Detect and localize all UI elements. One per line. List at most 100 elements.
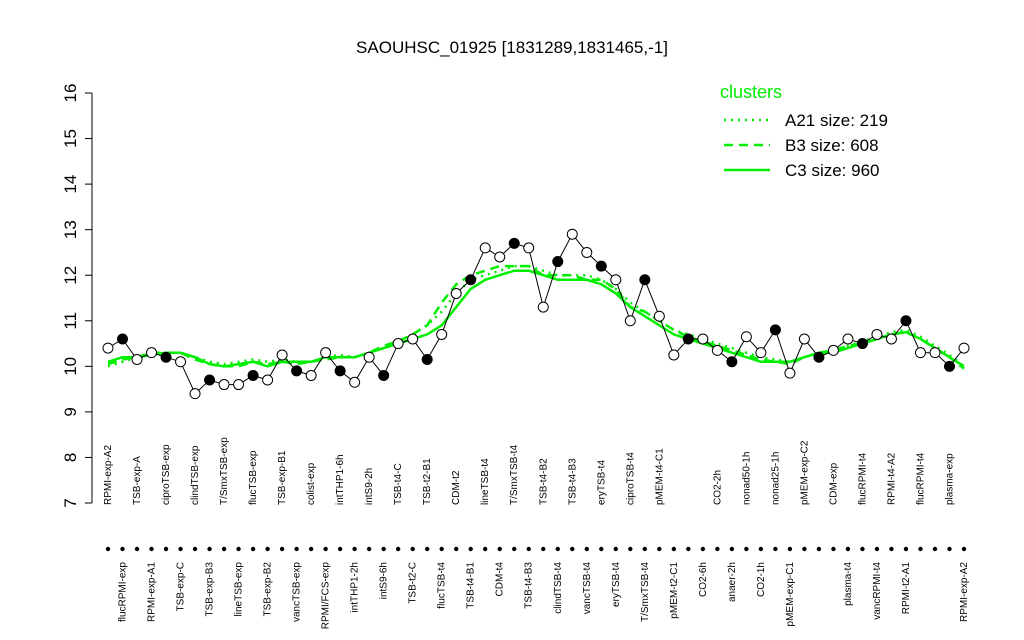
point	[943, 360, 955, 372]
x-tick-label: TSB-t4-B2	[538, 458, 549, 505]
point	[421, 354, 433, 365]
x-tick-label: TSB-t4-B3	[524, 562, 535, 609]
sample-tick	[628, 546, 633, 552]
point	[349, 376, 361, 388]
point	[189, 388, 201, 400]
point	[769, 324, 781, 336]
sample-tick	[483, 546, 488, 552]
point	[523, 242, 535, 254]
x-tick-label: colist-exp	[306, 462, 317, 505]
point	[131, 354, 143, 365]
sample-tick	[961, 546, 967, 552]
y-tick-label: 13	[61, 220, 80, 239]
point	[566, 228, 578, 240]
point	[653, 310, 665, 322]
sample-tick	[715, 546, 720, 552]
x-tick-label: TSB-t4-C	[393, 463, 404, 505]
sample-tick	[468, 546, 473, 552]
x-tick-label: T/SmxTSB-t4	[509, 445, 520, 505]
point	[247, 369, 259, 381]
x-tick-label: anaer-2h	[727, 562, 738, 602]
point	[885, 333, 897, 345]
point	[842, 333, 854, 345]
x-tick-label: RPMI-t4-A2	[886, 452, 897, 505]
sample-tick	[134, 546, 140, 552]
sample-tick	[236, 546, 241, 552]
x-tick-label: TSB-exp-B3	[205, 562, 216, 617]
point	[436, 328, 448, 340]
x-tick-label: plasma-t4	[843, 562, 854, 606]
x-tick-label: flucRPMI-t4	[915, 452, 926, 505]
sample-tick	[512, 546, 517, 552]
point	[610, 274, 622, 286]
sample-tick	[265, 546, 270, 552]
point	[320, 347, 332, 359]
point	[146, 347, 158, 359]
x-tick-label: eryTSB-t4	[611, 562, 622, 607]
point	[871, 328, 883, 340]
point	[175, 356, 187, 368]
sample-tick	[932, 546, 938, 552]
x-tick-label: flucRPMI-exp	[118, 562, 129, 622]
point	[117, 333, 129, 345]
sample-tick	[366, 546, 372, 552]
x-tick-label: plasma-exp	[944, 453, 955, 505]
expression-line	[107, 233, 965, 395]
sample-tick	[105, 546, 111, 552]
sample-tick	[497, 546, 502, 552]
point	[305, 369, 317, 381]
x-tick-label: RPMI/FCS-exp	[321, 562, 332, 630]
y-tick-label: 10	[61, 357, 80, 376]
sample-tick	[207, 546, 212, 552]
x-tick-label: clindTSB-t4	[553, 562, 564, 614]
point	[958, 342, 970, 354]
x-tick-label: intS9-2h	[364, 468, 375, 505]
x-tick-label: RPMI-exp-A2	[103, 445, 114, 505]
point	[595, 260, 607, 272]
sample-tick	[381, 546, 386, 552]
x-tick-label: TSB-exp-C	[176, 562, 187, 611]
x-tick-label: TSB-t4-B1	[466, 562, 477, 609]
point	[856, 338, 868, 350]
x-tick-label: TSB-t2-B1	[422, 458, 433, 505]
point	[508, 237, 520, 249]
point	[827, 344, 839, 356]
sample-tick	[671, 546, 677, 552]
x-tick-label: T/SmxTSB-t4	[640, 562, 651, 622]
legend-label: B3 size: 608	[785, 136, 879, 155]
sample-tick	[163, 546, 169, 552]
point	[494, 251, 506, 263]
y-tick-label: 7	[61, 498, 80, 507]
sample-tick	[294, 546, 299, 552]
point	[233, 379, 245, 391]
legend-title: clusters	[720, 82, 782, 102]
sample-tick	[541, 546, 546, 552]
y-tick-label: 12	[61, 266, 80, 285]
point	[581, 246, 593, 258]
x-tick-label: intS9-6h	[379, 562, 390, 599]
point	[900, 315, 912, 327]
x-tick-label: vancRPMI-t4	[872, 562, 883, 620]
sample-tick	[323, 546, 328, 552]
x-tick-label: RPMI-exp-A1	[147, 562, 158, 622]
point	[668, 349, 680, 361]
sample-tick	[758, 546, 764, 552]
sample-tick	[700, 546, 706, 552]
x-tick-label: CDM-exp	[828, 462, 839, 505]
x-tick-label: TSB-exp-B1	[277, 450, 288, 505]
point	[755, 347, 767, 359]
sample-tick	[816, 546, 822, 552]
point	[552, 256, 564, 268]
sample-tick	[686, 546, 691, 552]
x-tick-label: CDM-t2	[451, 470, 462, 505]
sample-tick	[599, 546, 604, 552]
x-tick-label: eryTSB-t4	[596, 460, 607, 505]
sample-tick	[526, 546, 531, 552]
sample-tick	[787, 546, 793, 552]
x-tick-label: intTHP1-6h	[335, 454, 346, 505]
point	[726, 356, 738, 368]
x-tick-label: nonad25-1h	[770, 452, 781, 505]
sample-tick	[308, 546, 314, 552]
